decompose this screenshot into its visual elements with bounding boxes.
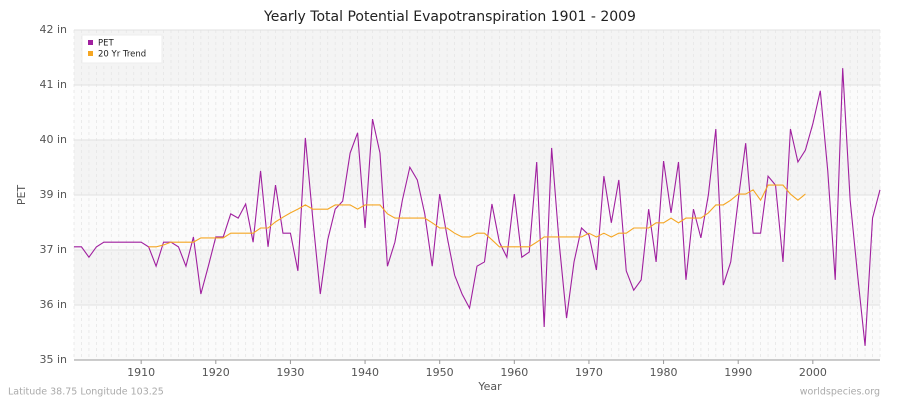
x-tick-label: 2000 [799, 366, 827, 379]
grid-band [74, 30, 880, 86]
chart-title: Yearly Total Potential Evapotranspiratio… [263, 9, 636, 25]
legend-swatch [88, 40, 93, 45]
series-line [148, 184, 806, 248]
x-tick-label: 1920 [202, 366, 230, 379]
x-axis-label: Year [477, 380, 502, 393]
x-tick-label: 1970 [575, 366, 603, 379]
y-tick-label: 35 in [39, 353, 67, 366]
marks [74, 68, 881, 346]
grid-band [74, 85, 880, 140]
series-line [74, 68, 881, 346]
y-tick-label: 39 in [39, 188, 67, 201]
y-axis-label: PET [15, 185, 28, 206]
y-tick-label: 42 in [39, 23, 67, 36]
grid [73, 29, 881, 364]
x-tick-label: 1940 [351, 366, 379, 379]
labels: Yearly Total Potential Evapotranspiratio… [8, 9, 880, 398]
legend-label: 20 Yr Trend [98, 50, 146, 60]
legend-box [81, 34, 163, 64]
legend-label: PET [98, 39, 114, 49]
y-tick-label: 40 in [39, 133, 67, 146]
x-tick-label: 1980 [650, 366, 678, 379]
footer-source: worldspecies.org [800, 387, 880, 398]
x-tick-label: 1950 [426, 366, 454, 379]
y-tick-label: 37 in [39, 243, 67, 256]
x-tick-label: 1930 [276, 366, 304, 379]
x-tick-label: 1960 [500, 366, 528, 379]
legend-swatch [88, 51, 93, 56]
x-tick-label: 1910 [127, 366, 155, 379]
x-tick-label: 1990 [724, 366, 752, 379]
y-tick-label: 36 in [39, 298, 67, 311]
y-tick-label: 41 in [39, 78, 67, 91]
footer-location: Latitude 38.75 Longitude 103.25 [8, 387, 164, 398]
